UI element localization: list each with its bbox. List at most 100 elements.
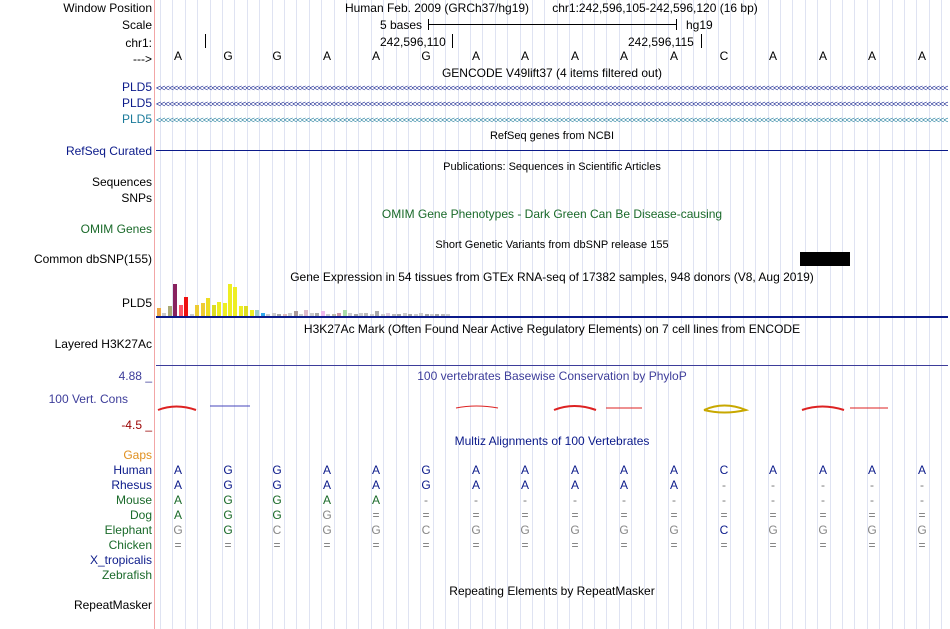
gaps-label[interactable]: Gaps [123, 448, 152, 462]
alignment-base: G [520, 523, 530, 537]
gtex-bar[interactable] [283, 314, 287, 316]
gtex-bar[interactable] [446, 314, 450, 316]
gtex-bar[interactable] [250, 310, 254, 316]
phylop-graph[interactable] [154, 398, 950, 422]
alignment-base: C [719, 463, 729, 477]
gtex-bar[interactable] [337, 313, 341, 316]
grid-line [532, 0, 533, 629]
gtex-bar[interactable] [255, 310, 259, 316]
gtex-bar[interactable] [168, 306, 172, 316]
species-label[interactable]: Dog [129, 508, 152, 522]
gtex-bar[interactable] [272, 313, 276, 316]
gtex-bar[interactable] [228, 284, 232, 316]
gtex-bar[interactable] [212, 305, 216, 316]
alignment-base: A [619, 463, 628, 477]
gtex-bar[interactable] [299, 314, 303, 316]
gtex-bar[interactable] [190, 314, 194, 316]
gene-arrow-track[interactable]: <<<<<<<<<<<<<<<<<<<<<<<<<<<<<<<<<<<<<<<<… [156, 116, 948, 124]
gencode-track-label[interactable]: PLD5 [121, 96, 152, 110]
species-label[interactable]: Human [113, 463, 152, 477]
gtex-bar[interactable] [359, 313, 363, 316]
gtex-bar[interactable] [244, 306, 248, 316]
species-label[interactable]: Chicken [108, 538, 152, 552]
gtex-bar[interactable] [326, 314, 330, 316]
gtex-bar[interactable] [364, 313, 368, 316]
gtex-bar[interactable] [332, 314, 336, 316]
h3k27ac-label[interactable]: Layered H3K27Ac [54, 337, 152, 351]
alignment-base: - [573, 493, 577, 507]
gtex-bar[interactable] [414, 314, 418, 316]
gtex-bar[interactable] [397, 314, 401, 316]
snp-feature[interactable] [800, 252, 850, 266]
gtex-bar[interactable] [408, 314, 412, 316]
grid-line [520, 0, 521, 629]
gtex-bar[interactable] [304, 310, 308, 316]
gtex-bar[interactable] [441, 314, 445, 316]
gtex-bar[interactable] [419, 313, 423, 316]
gtex-bar[interactable] [392, 314, 396, 316]
gene-arrow-track[interactable]: <<<<<<<<<<<<<<<<<<<<<<<<<<<<<<<<<<<<<<<<… [156, 100, 948, 108]
dbsnp-label[interactable]: Common dbSNP(155) [33, 252, 152, 266]
grid-line [805, 0, 806, 629]
gtex-bar[interactable] [195, 305, 199, 316]
gtex-bar[interactable] [435, 314, 439, 316]
refseq-gene-line[interactable] [156, 150, 948, 151]
phylop-label[interactable]: 100 Vert. Cons [48, 392, 128, 406]
alignment-base: - [870, 493, 874, 507]
alignment-base: = [868, 538, 876, 552]
species-label[interactable]: X_tropicalis [89, 553, 152, 567]
gtex-bar[interactable] [348, 313, 352, 316]
gtex-bar[interactable] [206, 298, 210, 316]
alignment-base: - [821, 493, 825, 507]
gtex-bar[interactable] [162, 313, 166, 316]
gtex-bar[interactable] [266, 314, 270, 316]
phylop-peak [455, 405, 499, 409]
gencode-track-label[interactable]: PLD5 [121, 80, 152, 94]
gtex-bar[interactable] [354, 314, 358, 316]
gtex-bar[interactable] [173, 284, 177, 316]
gtex-bar[interactable] [184, 297, 188, 316]
gtex-bar[interactable] [217, 302, 221, 316]
gtex-bar[interactable] [239, 306, 243, 316]
coord-110: 242,596,110 [380, 35, 446, 49]
refseq-label[interactable]: RefSeq Curated [65, 144, 152, 158]
alignment-base: = [273, 538, 281, 552]
snps-label[interactable]: SNPs [121, 191, 152, 205]
coord-115: 242,596,115 [628, 35, 694, 49]
gtex-label[interactable]: PLD5 [121, 296, 152, 310]
species-label[interactable]: Mouse [115, 493, 152, 507]
gtex-bar[interactable] [343, 310, 347, 316]
gtex-bar[interactable] [294, 311, 298, 316]
grid-line [830, 0, 831, 629]
alignment-base: C [272, 523, 282, 537]
sequences-label[interactable]: Sequences [91, 175, 152, 189]
gtex-bar[interactable] [403, 313, 407, 316]
species-label[interactable]: Elephant [104, 523, 152, 537]
gtex-bar[interactable] [375, 311, 379, 316]
gtex-bar[interactable] [201, 303, 205, 316]
gtex-bar[interactable] [179, 305, 183, 316]
gtex-bar[interactable] [223, 303, 227, 316]
alignment-base: = [571, 538, 579, 552]
gtex-bar[interactable] [315, 313, 319, 316]
gtex-bar[interactable] [233, 287, 237, 316]
species-label[interactable]: Rhesus [111, 478, 152, 492]
gencode-track-label[interactable]: PLD5 [121, 112, 152, 126]
gtex-bar[interactable] [157, 308, 161, 316]
alignment-base: - [523, 493, 527, 507]
repeatmasker-label[interactable]: RepeatMasker [73, 598, 152, 612]
gtex-bar[interactable] [288, 313, 292, 316]
gtex-bar[interactable] [277, 314, 281, 316]
gtex-bar[interactable] [381, 314, 385, 316]
species-label[interactable]: Zebrafish [101, 568, 152, 582]
gtex-bar[interactable] [310, 313, 314, 316]
gtex-bar[interactable] [425, 314, 429, 316]
omim-label[interactable]: OMIM Genes [80, 222, 152, 236]
gtex-bar[interactable] [370, 314, 374, 316]
gtex-bar[interactable] [386, 313, 390, 316]
gtex-bar[interactable] [261, 313, 265, 316]
gtex-bar[interactable] [321, 311, 325, 316]
gene-arrow-track[interactable]: <<<<<<<<<<<<<<<<<<<<<<<<<<<<<<<<<<<<<<<<… [156, 84, 948, 92]
gtex-bar[interactable] [430, 314, 434, 316]
